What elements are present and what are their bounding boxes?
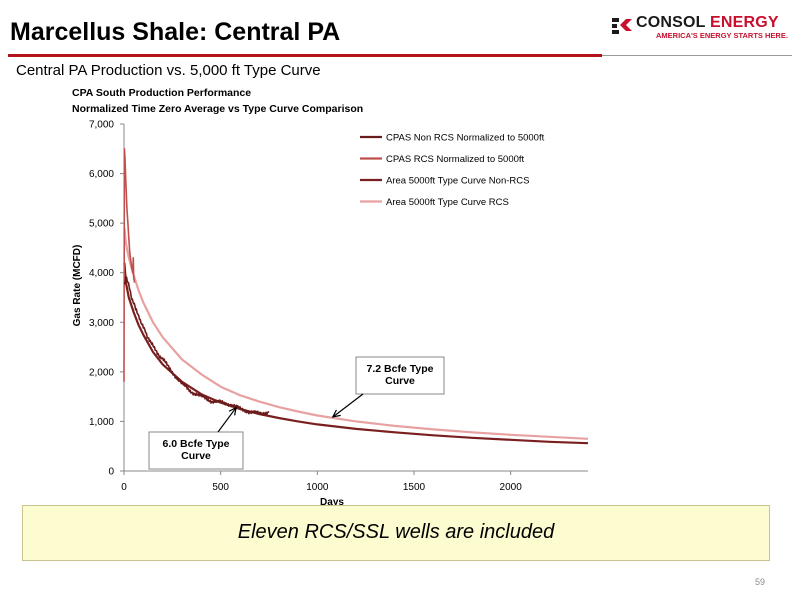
logo-wordmark: CONSOL ENERGY <box>636 14 779 32</box>
annotation-arrow <box>332 393 364 418</box>
annotation-arrowhead <box>331 409 341 418</box>
y-tick-label: 7,000 <box>89 120 114 131</box>
slide-subtitle: Central PA Production vs. 5,000 ft Type … <box>16 62 321 79</box>
y-tick-label: 0 <box>108 467 114 478</box>
series-line-2 <box>123 262 589 445</box>
y-tick-label: 5,000 <box>89 219 114 230</box>
title-underline <box>8 54 602 57</box>
legend-label: CPAS Non RCS Normalized to 5000ft <box>386 133 545 144</box>
logo-tagline: AMERICA'S ENERGY STARTS HERE. <box>656 31 788 40</box>
x-tick-label: 1500 <box>403 482 426 493</box>
callout-banner-text: Eleven RCS/SSL wells are included <box>237 521 555 543</box>
legend-label: CPAS RCS Normalized to 5000ft <box>386 154 525 165</box>
annotation-arrow <box>217 407 237 433</box>
series-line-0 <box>123 275 270 416</box>
company-logo: CONSOL ENERGY AMERICA'S ENERGY STARTS HE… <box>612 14 792 44</box>
production-chart: CPA South Production Performance Normaliz… <box>72 87 589 505</box>
y-tick-label: 6,000 <box>89 169 114 180</box>
x-tick-label: 500 <box>212 482 229 493</box>
chart-title-line: CPA South Production Performance <box>72 87 251 99</box>
logo-mark-icon <box>612 18 632 34</box>
slide-title: Marcellus Shale: Central PA <box>10 18 341 46</box>
y-axis-label: Gas Rate (MCFD) <box>72 245 83 327</box>
annotation-box <box>148 431 244 470</box>
series-line-1 <box>123 148 136 382</box>
annotation-text: 6.0 Bcfe Type <box>163 438 230 450</box>
x-tick-label: 0 <box>121 482 127 493</box>
legend-label: Area 5000ft Type Curve RCS <box>386 197 509 208</box>
y-tick-label: 1,000 <box>89 417 114 428</box>
y-tick-label: 4,000 <box>89 268 114 279</box>
title-underline-gray <box>602 55 792 56</box>
callout-banner: Eleven RCS/SSL wells are included <box>22 505 770 561</box>
x-axis-label: Days <box>320 497 344 505</box>
page-number: 59 <box>754 577 765 587</box>
x-tick-label: 2000 <box>500 482 523 493</box>
logo-word-consol: CONSOL <box>636 14 706 31</box>
chart-title-line: Normalized Time Zero Average vs Type Cur… <box>72 103 363 115</box>
annotation-box <box>355 356 445 395</box>
logo-word-energy: ENERGY <box>710 14 779 31</box>
x-tick-label: 1000 <box>306 482 329 493</box>
y-tick-label: 2,000 <box>89 367 114 378</box>
y-tick-label: 3,000 <box>89 318 114 329</box>
annotation-arrowhead <box>228 406 237 416</box>
series-line-3 <box>123 227 589 440</box>
annotation-text: 7.2 Bcfe Type <box>367 363 434 375</box>
legend-label: Area 5000ft Type Curve Non-RCS <box>386 176 529 187</box>
annotation-text: Curve <box>181 450 211 462</box>
annotation-text: Curve <box>385 375 415 387</box>
